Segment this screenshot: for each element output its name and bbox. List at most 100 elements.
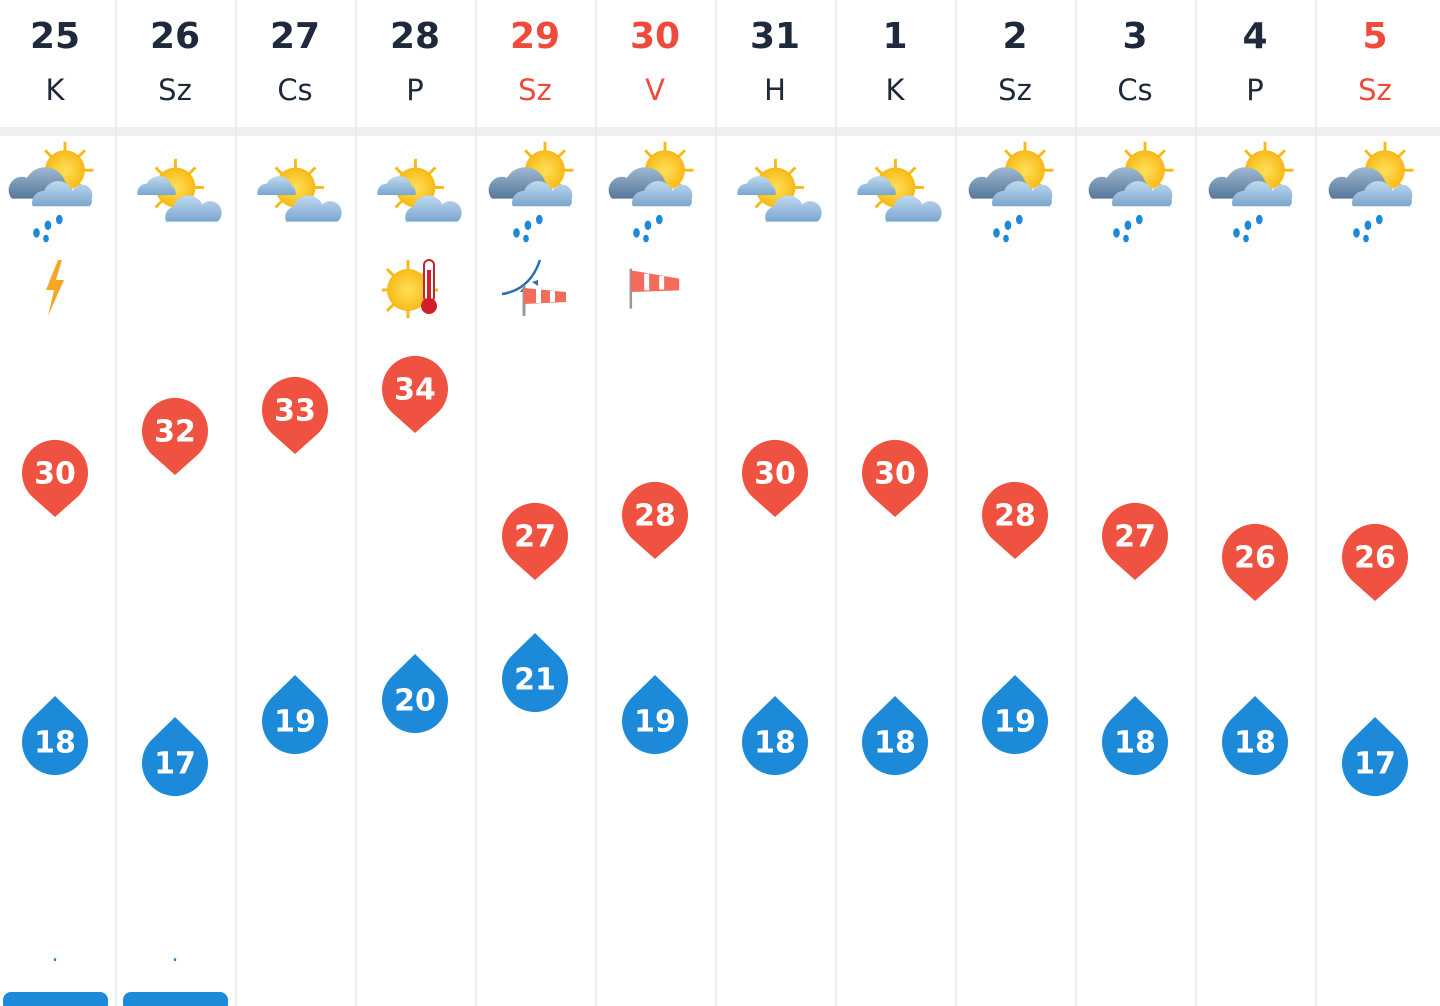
min-temp-drop: 18: [22, 696, 89, 776]
min-temp: 18: [1234, 726, 1276, 761]
precip-bar: [123, 992, 228, 1006]
max-temp: 32: [154, 415, 196, 450]
drop-shape: [1102, 696, 1168, 776]
min-temp: 18: [754, 726, 796, 761]
pin-shape: [262, 376, 328, 454]
precip-amount: .: [172, 942, 179, 967]
min-temp-drop: 18: [1222, 696, 1288, 776]
date: 2: [1002, 16, 1027, 57]
drop-shape: [1342, 717, 1408, 797]
max-temp-pin: 28: [622, 481, 688, 559]
date: 26: [150, 16, 200, 57]
pin-shape: [1222, 523, 1288, 601]
day-name: V: [645, 73, 665, 107]
min-temp-drop: 18: [862, 696, 928, 776]
max-temp: 28: [994, 499, 1036, 534]
max-temp-pin: 30: [22, 439, 89, 517]
max-temp-pin: 30: [862, 439, 928, 517]
pin-shape: [622, 481, 688, 559]
pin-shape: [142, 397, 208, 475]
date: 31: [750, 16, 800, 57]
day-name: H: [764, 73, 786, 107]
min-temp: 21: [514, 663, 556, 698]
max-temp-pin: 33: [262, 376, 328, 454]
pin-shape: [1342, 523, 1408, 601]
min-temp-drop: 17: [142, 717, 208, 797]
max-temp: 26: [1234, 541, 1276, 576]
max-temp-pin: 26: [1342, 523, 1408, 601]
pin-shape: [982, 481, 1048, 559]
min-temp-drop: 19: [622, 675, 688, 755]
max-temp-pin: 34: [382, 355, 448, 433]
drop-shape: [502, 633, 568, 713]
max-temp: 33: [274, 394, 316, 429]
min-temp-drop: 19: [262, 675, 328, 755]
separator: [0, 127, 1440, 136]
min-temp-drop: 21: [502, 633, 568, 713]
date: 28: [390, 16, 440, 57]
pin-shape: [382, 355, 448, 433]
day-name: P: [1246, 73, 1264, 107]
day-name: Sz: [518, 73, 552, 107]
max-temp-pin: 27: [502, 502, 568, 580]
min-temp-drop: 19: [982, 675, 1048, 755]
min-temp-drop: 18: [1102, 696, 1168, 776]
min-temp: 19: [274, 705, 316, 740]
drop-shape: [22, 696, 89, 776]
min-temp: 18: [34, 726, 76, 761]
day-name: Sz: [998, 73, 1032, 107]
day-name: K: [885, 73, 905, 107]
day-name: Sz: [1358, 73, 1392, 107]
day-name: Cs: [277, 73, 312, 107]
date: 3: [1122, 16, 1147, 57]
drop-shape: [982, 675, 1048, 755]
max-temp: 34: [394, 373, 436, 408]
day-name: K: [45, 73, 65, 107]
date: 5: [1362, 16, 1387, 57]
drop-shape: [862, 696, 928, 776]
max-temp: 27: [1114, 520, 1156, 555]
pin-shape: [742, 439, 808, 517]
max-temp: 27: [514, 520, 556, 555]
min-temp: 17: [1354, 747, 1396, 782]
max-temp: 28: [634, 499, 676, 534]
max-temp: 30: [874, 457, 916, 492]
drop-shape: [742, 696, 808, 776]
max-temp-pin: 30: [742, 439, 808, 517]
drop-shape: [142, 717, 208, 797]
max-temp-pin: 26: [1222, 523, 1288, 601]
min-temp-drop: 18: [742, 696, 808, 776]
day-name: P: [406, 73, 424, 107]
min-temp-drop: 17: [1342, 717, 1408, 797]
drop-shape: [262, 675, 328, 755]
date: 30: [630, 16, 680, 57]
drop-shape: [622, 675, 688, 755]
pin-shape: [502, 502, 568, 580]
date: 25: [30, 16, 80, 57]
pin-shape: [862, 439, 928, 517]
max-temp-pin: 27: [1102, 502, 1168, 580]
drop-shape: [1222, 696, 1288, 776]
date: 27: [270, 16, 320, 57]
pin-shape: [1102, 502, 1168, 580]
date: 4: [1242, 16, 1267, 57]
min-temp: 17: [154, 747, 196, 782]
min-temp: 18: [874, 726, 916, 761]
date: 29: [510, 16, 560, 57]
min-temp: 19: [994, 705, 1036, 740]
max-temp: 30: [34, 457, 76, 492]
max-temp: 26: [1354, 541, 1396, 576]
pin-shape: [22, 439, 89, 517]
max-temp-pin: 32: [142, 397, 208, 475]
max-temp: 30: [754, 457, 796, 492]
min-temp: 18: [1114, 726, 1156, 761]
max-temp-pin: 28: [982, 481, 1048, 559]
precip-amount: .: [52, 942, 59, 967]
min-temp-drop: 20: [382, 654, 448, 734]
drop-shape: [382, 654, 448, 734]
day-name: Cs: [1117, 73, 1152, 107]
date: 1: [882, 16, 907, 57]
precip-bar: [3, 992, 108, 1006]
min-temp: 20: [394, 684, 436, 719]
